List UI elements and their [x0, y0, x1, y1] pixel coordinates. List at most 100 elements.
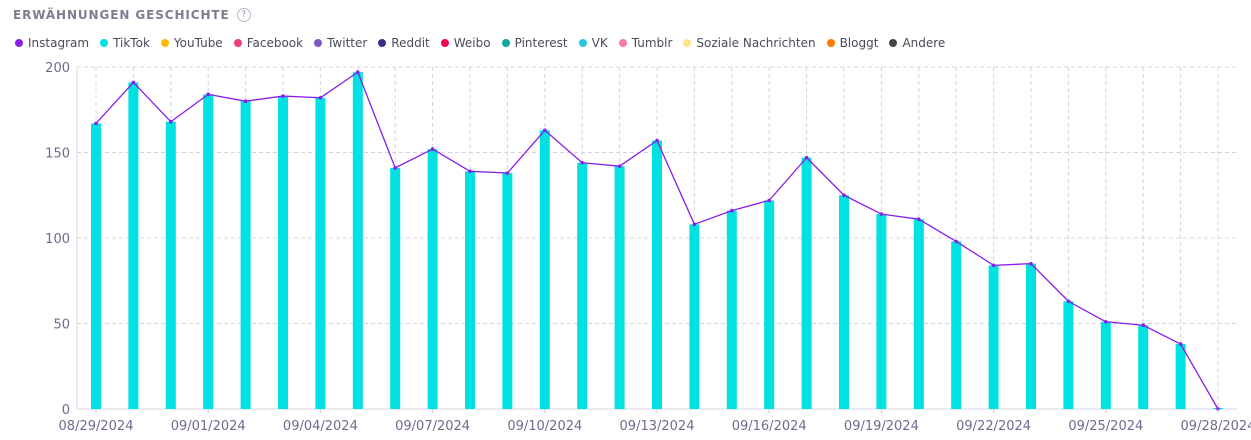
x-tick-label: 09/28/2024: [1181, 419, 1251, 434]
bar[interactable]: [614, 166, 625, 409]
x-tick-label: 08/29/2024: [59, 419, 134, 434]
bar[interactable]: [315, 97, 326, 409]
bar[interactable]: [951, 241, 962, 409]
line-point[interactable]: [692, 222, 697, 227]
legend-label: VK: [591, 36, 608, 50]
line-point[interactable]: [842, 193, 846, 198]
y-tick-label: 200: [45, 61, 70, 76]
line-point[interactable]: [356, 70, 360, 74]
bar[interactable]: [1175, 344, 1186, 409]
bar[interactable]: [1026, 263, 1036, 409]
legend-item-weibo[interactable]: Weibo: [440, 36, 491, 50]
legend-dot: [618, 39, 627, 47]
line-point[interactable]: [879, 212, 884, 216]
bar[interactable]: [91, 123, 101, 410]
bar[interactable]: [726, 210, 737, 409]
bar[interactable]: [502, 173, 513, 409]
legend-dot: [683, 39, 692, 47]
legend-dot: [100, 39, 109, 47]
legend-label: YouTube: [173, 36, 223, 50]
legend-item-reddit[interactable]: Reddit: [378, 36, 430, 50]
line-point[interactable]: [730, 208, 734, 213]
legend-label: Pinterest: [514, 36, 568, 50]
bar[interactable]: [652, 140, 662, 409]
line-point[interactable]: [94, 121, 98, 126]
line-point[interactable]: [206, 92, 210, 97]
line-point[interactable]: [767, 198, 771, 203]
bar[interactable]: [1063, 301, 1074, 409]
line-point[interactable]: [543, 128, 547, 133]
bar[interactable]: [876, 214, 887, 409]
legend-item-facebook[interactable]: Facebook: [233, 36, 304, 50]
y-tick-label: 0: [62, 403, 70, 418]
line-point[interactable]: [393, 166, 398, 170]
question-circle-icon[interactable]: ?: [236, 8, 251, 22]
line-point[interactable]: [1104, 319, 1108, 324]
x-tick-label: 09/01/2024: [171, 419, 246, 434]
line-point[interactable]: [131, 80, 136, 85]
bar[interactable]: [352, 72, 363, 409]
legend-label: Soziale Nachrichten: [696, 36, 816, 50]
bar[interactable]: [203, 94, 214, 410]
line-point[interactable]: [169, 119, 173, 124]
legend-label: Twitter: [327, 36, 368, 50]
line-point[interactable]: [917, 217, 921, 221]
line-point[interactable]: [243, 99, 248, 103]
legend-item-tiktok[interactable]: TikTok: [100, 36, 150, 50]
line-point[interactable]: [468, 169, 472, 174]
bar[interactable]: [165, 121, 176, 409]
legend-item-soziale-nachrichten[interactable]: Soziale Nachrichten: [683, 36, 816, 50]
bar[interactable]: [1100, 321, 1111, 409]
bar[interactable]: [988, 265, 999, 409]
bar[interactable]: [427, 149, 438, 409]
legend-item-andere[interactable]: Andere: [889, 36, 945, 50]
bar[interactable]: [128, 82, 139, 409]
legend-dot: [440, 39, 449, 47]
bar[interactable]: [465, 171, 475, 409]
legend-item-bloggt[interactable]: Bloggt: [826, 36, 879, 50]
legend-label: Instagram: [28, 36, 90, 50]
legend-item-instagram[interactable]: Instagram: [15, 36, 89, 50]
bar[interactable]: [839, 195, 849, 409]
line-point[interactable]: [1029, 261, 1033, 266]
bar[interactable]: [240, 101, 251, 409]
line-point[interactable]: [318, 95, 323, 100]
bar[interactable]: [539, 130, 550, 409]
line-point[interactable]: [580, 160, 584, 165]
legend-label: Tumblr: [631, 36, 673, 50]
legend-label: Reddit: [391, 36, 430, 50]
bar[interactable]: [577, 162, 588, 409]
bar[interactable]: [390, 167, 401, 409]
line-point[interactable]: [1066, 299, 1071, 304]
y-tick-label: 100: [45, 232, 70, 247]
line-point[interactable]: [430, 147, 435, 151]
x-tick-label: 09/07/2024: [395, 419, 470, 434]
bar[interactable]: [1138, 325, 1149, 409]
legend-item-vk[interactable]: VK: [578, 36, 608, 50]
bar[interactable]: [801, 157, 812, 409]
line-point[interactable]: [505, 171, 510, 175]
legend-dot: [501, 39, 510, 47]
legend-item-pinterest[interactable]: Pinterest: [501, 36, 568, 50]
line-point[interactable]: [1178, 342, 1183, 346]
legend-label: Bloggt: [839, 36, 879, 50]
line-point[interactable]: [1141, 323, 1145, 328]
bar[interactable]: [689, 224, 700, 409]
legend-label: Facebook: [246, 36, 304, 50]
line-point[interactable]: [617, 164, 622, 168]
chart-header: ERWÄHNUNGEN GESCHICHTE ?: [13, 8, 251, 22]
line-point[interactable]: [954, 239, 958, 244]
legend-item-tumblr[interactable]: Tumblr: [618, 36, 673, 50]
x-tick-label: 09/22/2024: [956, 419, 1031, 434]
line-point[interactable]: [655, 138, 659, 143]
legend-item-twitter[interactable]: Twitter: [314, 36, 367, 50]
bar[interactable]: [278, 96, 288, 409]
bar[interactable]: [764, 200, 775, 409]
line-point[interactable]: [281, 94, 285, 98]
bar[interactable]: [913, 219, 924, 409]
line-point[interactable]: [991, 263, 996, 268]
x-tick-label: 09/04/2024: [283, 419, 358, 434]
legend-item-youtube[interactable]: YouTube: [160, 36, 223, 50]
line-point[interactable]: [804, 155, 809, 160]
